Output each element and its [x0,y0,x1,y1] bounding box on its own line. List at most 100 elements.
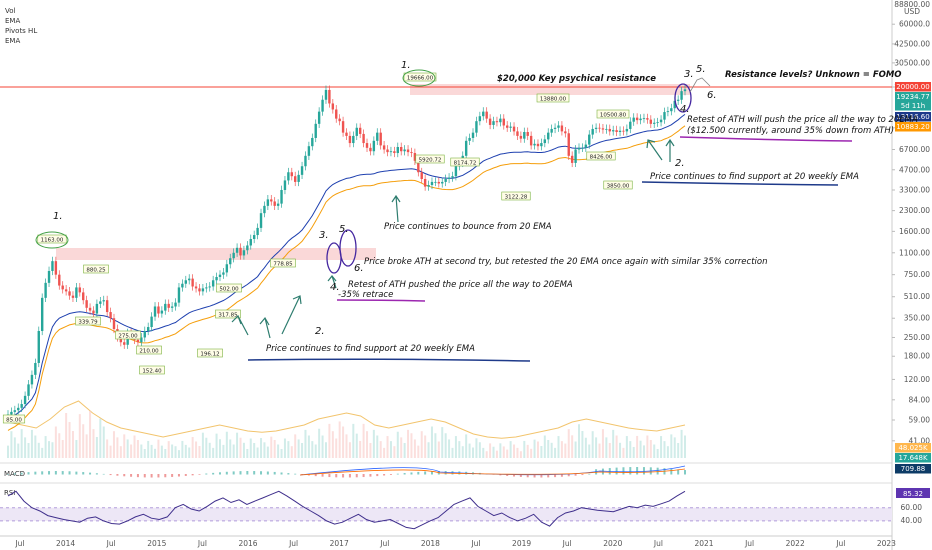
volume-bar [574,441,577,458]
volume-bar [677,443,680,458]
step-3-2020: 3. [684,69,694,80]
macd-hist-bar [417,471,420,475]
pivot-label-box [403,72,437,82]
macd-hist-bar [554,474,557,478]
volume-bar [519,451,522,458]
macd-hist-bar [622,467,625,475]
candle-body [37,330,40,363]
candle-body [400,147,403,152]
candle-body [201,288,205,292]
candle-body [680,91,683,100]
volume-bar [666,446,669,458]
pivot-label-text: 19666.00 [407,76,434,82]
candle-body [215,277,218,281]
macd-hist-bar [253,471,256,475]
macd-hist-bar [75,471,78,475]
macd-hist-bar [506,474,509,476]
candle-body [146,327,150,331]
volume-bar [578,424,581,458]
volume-bar [106,439,109,458]
macd-hist-bar [82,472,85,475]
step-2-2016: 2. [315,326,325,337]
price-tick-label: 120.00 [904,375,930,384]
volume-bar [198,446,201,458]
candle-body [560,125,564,132]
volume-bar [331,431,334,458]
volume-bar [461,446,464,458]
candle-body [540,143,543,147]
volume-ma-line [7,400,686,439]
candle-body [468,137,471,141]
candle-body [119,337,123,343]
price-tick-label: 3300.00 [899,185,930,194]
macd-hist-bar [13,473,16,475]
arrow-icon [259,316,271,339]
macd-hist-bar [123,474,126,477]
macd-hist-bar [191,474,194,476]
candle-body [523,132,526,139]
indicator-legend[interactable]: Vol EMA Pivots HL EMA [5,7,37,45]
candle-body [352,135,355,144]
volume-bar [256,447,259,458]
volume-bar [99,418,102,458]
candle-body [512,126,516,132]
rsi-title: RSI [4,489,15,497]
candle-body [584,144,588,148]
volume-bar [420,431,423,458]
candle-body [198,288,201,292]
volume-bar [622,447,625,458]
pivot-label-box [215,309,241,319]
candle-body [283,180,287,190]
candle-body [167,303,170,308]
macd-hist-bar [171,474,174,477]
candle-body [256,227,259,236]
volume-bar [65,413,68,458]
price-badge-text: 48.025K [898,444,927,452]
volume-bar [581,431,584,458]
price-tick-label-top: 88800.00 [894,0,930,9]
volume-bar [499,443,502,458]
candle-body [218,274,222,278]
pivot-label-text: 880.25 [86,268,106,274]
candle-body [625,128,629,132]
volume-bar [109,445,112,458]
annotation-shapes [35,69,853,362]
macd-hist-bar [362,474,365,478]
volume-bar [34,435,37,458]
volume-bar [290,446,293,458]
candle-body [229,258,232,265]
volume-bar [7,445,9,458]
macd-hist-bar [389,474,392,475]
volume-bar [85,434,88,458]
volume-bar [410,433,413,458]
pivot-label-text: 778.85 [273,262,293,268]
pivot-label-text: 10500.80 [600,113,627,119]
candle-body [287,172,290,181]
retest-2017-line2: -35% retrace [338,290,393,300]
pivot-label-text: 8426.00 [590,155,613,161]
volume-bar [307,435,310,458]
time-axis[interactable]: Jul 2014 Jul 2015 Jul 2016 Jul 2017 Jul 2018 Jul 20… [14,539,896,548]
macd-hist-bar [260,471,263,475]
candle-body [615,130,618,133]
volume-bar [41,447,44,458]
macd-hist-bar [273,471,276,475]
macd-hist-bar [280,472,283,475]
macd-hist-bar [513,474,516,477]
volume-bar [557,436,560,458]
candle-body [68,291,71,296]
macd-hist-bar [355,474,358,478]
macd-hist-bar [540,474,543,478]
candle-body [205,287,208,289]
volume-bar [287,441,290,458]
volume-bar [485,451,488,458]
volume-bar [649,440,652,458]
candle-body [157,306,160,314]
candle-body [181,283,184,288]
volume-bar [61,440,64,458]
volume-bar [489,443,492,458]
pivot-label-box [139,365,165,375]
step-3-2017: 3. [319,230,329,241]
macd-hist-bar [34,471,37,475]
volume-bar [430,426,433,458]
